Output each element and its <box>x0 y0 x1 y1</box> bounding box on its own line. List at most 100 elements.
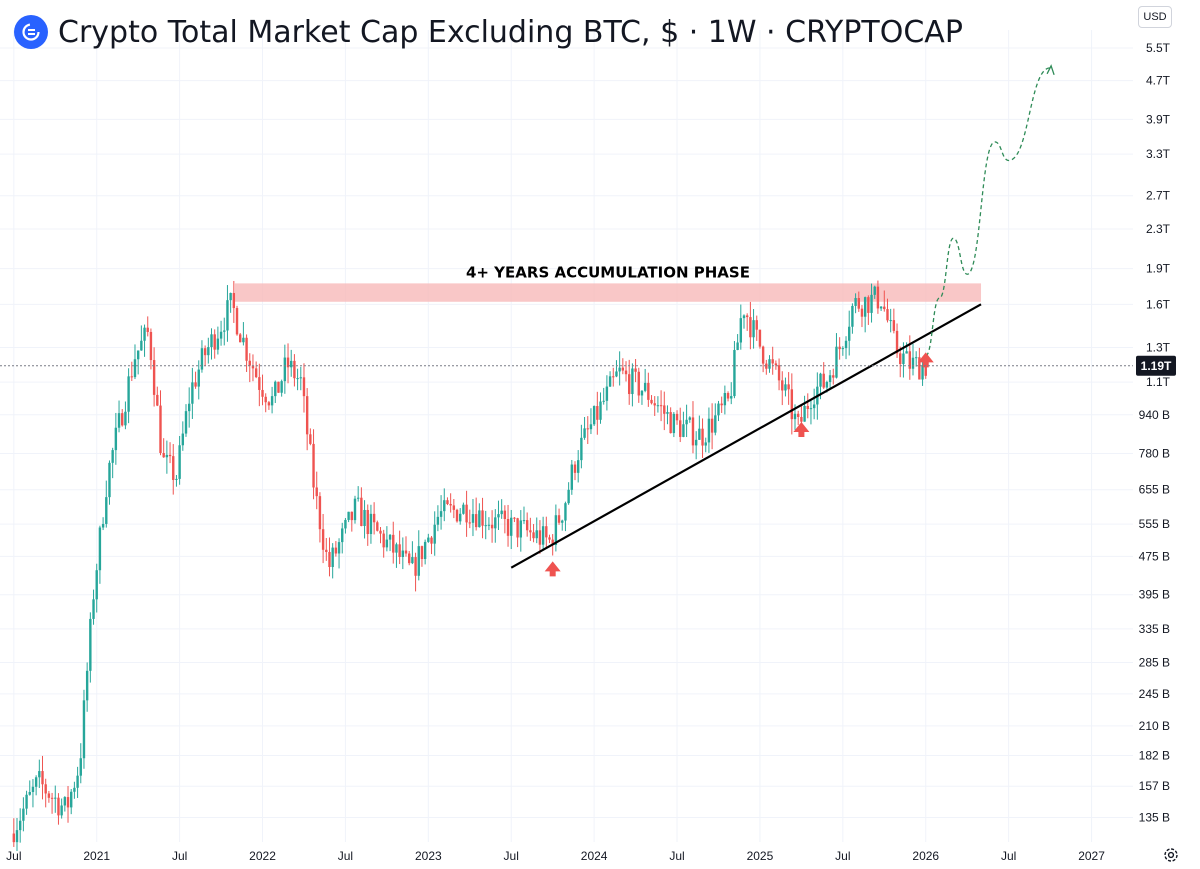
y-tick-label: 1.3T <box>1146 340 1171 354</box>
candle-body <box>22 808 25 821</box>
y-tick-label: 395 B <box>1139 588 1170 602</box>
candle-body <box>698 428 701 440</box>
candle-body <box>280 381 283 393</box>
candle-body <box>666 412 669 414</box>
candle-body <box>691 417 695 446</box>
candle-body <box>414 557 417 576</box>
candle-body <box>800 416 803 422</box>
x-tick-label: Jul <box>669 849 684 863</box>
candle-body <box>140 340 143 351</box>
x-tick-label: 2024 <box>581 849 608 863</box>
candle-body <box>309 434 312 444</box>
candle-body <box>643 382 647 391</box>
y-tick-label: 135 B <box>1139 811 1170 825</box>
candle-body <box>200 348 204 370</box>
candle-body <box>235 308 239 335</box>
candle-body <box>832 375 835 378</box>
candle-body <box>685 419 688 425</box>
candle-body <box>886 309 889 321</box>
candle-body <box>883 306 886 310</box>
support-arrow-icon <box>917 352 934 368</box>
candle-body <box>647 382 650 400</box>
candle-body <box>557 515 561 523</box>
candle-body <box>752 320 755 338</box>
accumulation-zone-layer: 4+ YEARS ACCUMULATION PHASE <box>234 263 982 302</box>
support-trendline <box>510 303 982 569</box>
candle-body <box>156 394 159 406</box>
candle-body <box>612 376 615 378</box>
candle-body <box>765 363 768 369</box>
candle-body <box>372 513 376 523</box>
candle-body <box>918 357 921 380</box>
candle-body <box>494 517 497 529</box>
candle-body <box>529 530 532 533</box>
candles-layer <box>12 280 927 851</box>
y-tick-label: 182 B <box>1139 749 1170 763</box>
chart-settings-gear-icon[interactable] <box>1162 846 1180 864</box>
candle-body <box>136 350 140 360</box>
candle-body <box>726 393 730 399</box>
candle-body <box>92 599 95 619</box>
candle-body <box>395 544 398 553</box>
candle-body <box>63 797 67 806</box>
candle-body <box>624 370 628 375</box>
candle-body <box>500 510 503 515</box>
candle-body <box>867 297 870 313</box>
candle-body <box>541 526 545 545</box>
candle-body <box>924 365 927 376</box>
candle-body <box>44 784 47 794</box>
candle-body <box>385 539 389 548</box>
annotation-overlay <box>0 64 1133 577</box>
candle-body <box>899 353 902 365</box>
candle-body <box>25 794 28 809</box>
candle-body <box>47 793 51 798</box>
candle-body <box>452 505 456 510</box>
candle-body <box>895 330 899 354</box>
candle-body <box>478 510 481 528</box>
candle-body <box>806 405 809 409</box>
candle-body <box>797 413 800 417</box>
candle-body <box>717 403 720 416</box>
candle-body <box>127 376 130 412</box>
candle-body <box>114 427 118 451</box>
candle-body <box>589 424 593 430</box>
y-tick-label: 285 B <box>1139 655 1170 669</box>
candle-body <box>28 792 31 795</box>
candle-body <box>675 413 679 421</box>
candle-body <box>325 549 328 552</box>
candle-body <box>672 413 676 434</box>
candle-body <box>18 820 22 831</box>
candle-body <box>551 539 554 545</box>
candle-body <box>398 544 401 558</box>
candle-body <box>101 523 105 528</box>
candle-body <box>634 368 637 372</box>
candle-body <box>720 403 723 406</box>
support-arrow-icon <box>544 561 561 577</box>
candle-body <box>117 413 121 428</box>
candle-body <box>468 522 471 524</box>
candle-body <box>659 405 663 407</box>
projection-path <box>925 67 1051 357</box>
x-tick-label: Jul <box>1001 849 1016 863</box>
candle-body <box>506 518 510 536</box>
candle-body <box>203 348 207 356</box>
candle-body <box>436 516 440 525</box>
candle-body <box>854 298 857 306</box>
candle-body <box>207 347 210 356</box>
candle-body <box>580 437 583 461</box>
candle-body <box>561 520 564 523</box>
currency-selector-button[interactable]: USD <box>1138 6 1172 28</box>
y-tick-label: 3.9T <box>1146 112 1171 126</box>
candle-body <box>905 351 908 354</box>
candle-body <box>876 286 880 309</box>
candle-body <box>586 428 589 430</box>
candle-body <box>781 380 784 391</box>
candle-body <box>497 514 500 518</box>
candle-body <box>290 360 293 368</box>
candle-body <box>162 453 165 458</box>
x-tick-label: 2026 <box>912 849 939 863</box>
candle-body <box>784 384 787 391</box>
candle-body <box>66 797 70 808</box>
candle-body <box>790 389 794 420</box>
